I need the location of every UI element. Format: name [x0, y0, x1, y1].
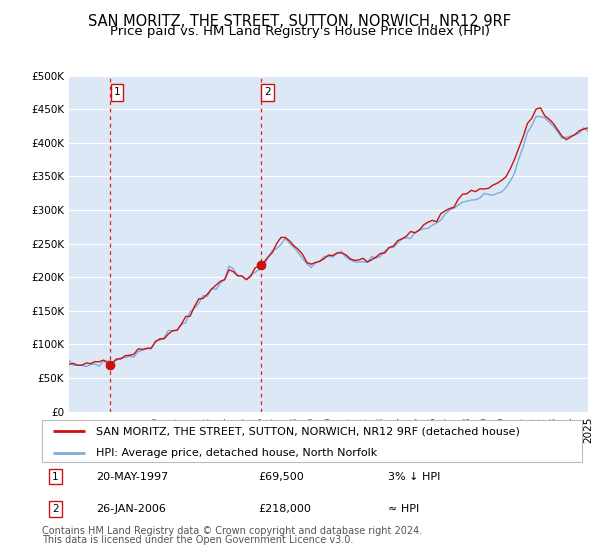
Text: This data is licensed under the Open Government Licence v3.0.: This data is licensed under the Open Gov…	[42, 535, 353, 545]
Text: 20-MAY-1997: 20-MAY-1997	[96, 472, 168, 482]
Text: £69,500: £69,500	[258, 472, 304, 482]
Text: £218,000: £218,000	[258, 504, 311, 514]
Text: 26-JAN-2006: 26-JAN-2006	[96, 504, 166, 514]
Text: Contains HM Land Registry data © Crown copyright and database right 2024.: Contains HM Land Registry data © Crown c…	[42, 526, 422, 536]
Text: 2: 2	[264, 87, 271, 97]
Text: 2: 2	[52, 504, 59, 514]
Text: SAN MORITZ, THE STREET, SUTTON, NORWICH, NR12 9RF (detached house): SAN MORITZ, THE STREET, SUTTON, NORWICH,…	[96, 426, 520, 436]
Text: 3% ↓ HPI: 3% ↓ HPI	[388, 472, 440, 482]
Text: 1: 1	[52, 472, 59, 482]
FancyBboxPatch shape	[42, 420, 582, 462]
Text: 1: 1	[113, 87, 120, 97]
Text: ≈ HPI: ≈ HPI	[388, 504, 419, 514]
Text: Price paid vs. HM Land Registry's House Price Index (HPI): Price paid vs. HM Land Registry's House …	[110, 25, 490, 38]
Text: SAN MORITZ, THE STREET, SUTTON, NORWICH, NR12 9RF: SAN MORITZ, THE STREET, SUTTON, NORWICH,…	[89, 14, 511, 29]
Text: HPI: Average price, detached house, North Norfolk: HPI: Average price, detached house, Nort…	[96, 448, 377, 458]
